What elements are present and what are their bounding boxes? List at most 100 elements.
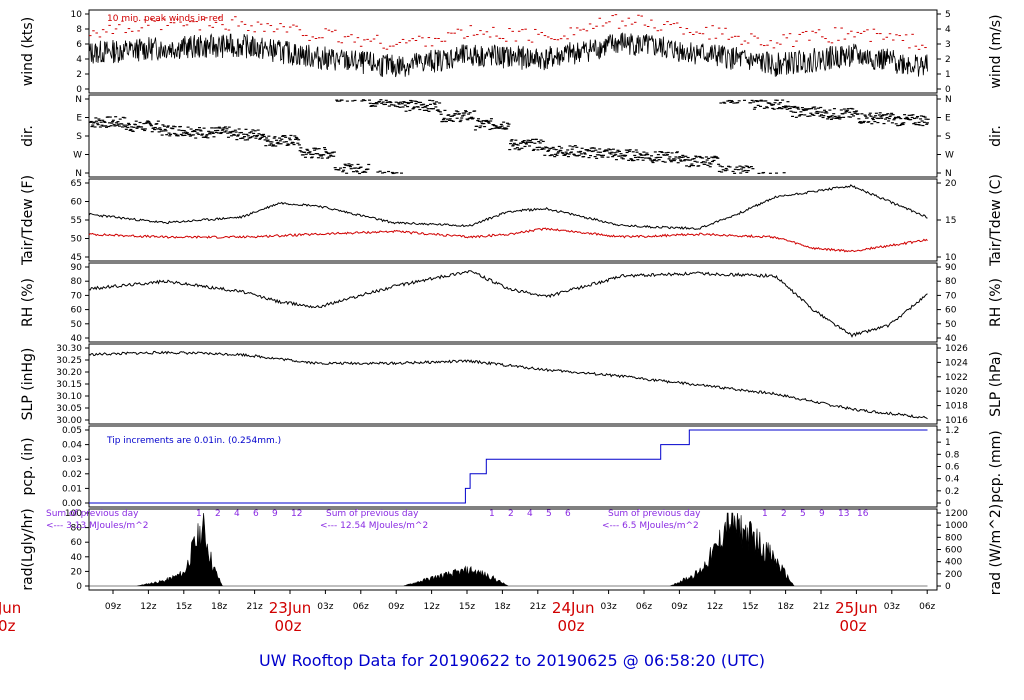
dir-point xyxy=(260,136,264,138)
dir-point xyxy=(265,137,269,139)
dir-point xyxy=(180,129,184,132)
dir-point xyxy=(797,115,801,117)
dir-point xyxy=(701,161,705,163)
dir-point xyxy=(736,169,740,171)
dir-point xyxy=(220,131,224,134)
dir-point xyxy=(892,119,896,121)
dir-point xyxy=(489,118,493,120)
dir-point xyxy=(416,106,420,108)
ytick-right-pcp: 0.8 xyxy=(945,450,960,460)
dir-point xyxy=(597,154,601,156)
dir-point xyxy=(867,121,871,123)
dir-point xyxy=(366,168,370,170)
dir-point xyxy=(785,108,789,110)
dir-point xyxy=(473,110,477,112)
dir-point xyxy=(845,109,849,111)
dir-point xyxy=(662,154,666,156)
dir-point xyxy=(883,114,887,116)
dir-point xyxy=(247,137,251,139)
dir-point xyxy=(717,170,721,173)
ytick-left-rh: 40 xyxy=(71,334,83,344)
dir-point xyxy=(803,108,807,110)
dir-point xyxy=(363,99,367,102)
dir-point xyxy=(127,122,131,124)
dir-point xyxy=(450,120,454,122)
dir-point xyxy=(859,122,863,124)
ytick-left-rh: 80 xyxy=(71,277,83,287)
dir-point xyxy=(333,167,337,169)
dir-point xyxy=(733,172,737,174)
dir-point xyxy=(296,142,300,144)
dir-point xyxy=(922,121,926,123)
dir-point xyxy=(764,100,768,102)
dir-point xyxy=(797,108,801,110)
dir-point xyxy=(579,153,583,155)
ytick-left-rh: 60 xyxy=(71,306,83,316)
dir-point xyxy=(204,136,208,138)
dir-point xyxy=(924,118,928,120)
dir-point xyxy=(185,132,189,135)
dir-point xyxy=(428,99,432,101)
dir-point xyxy=(218,127,222,129)
dir-point xyxy=(638,153,642,155)
dir-point xyxy=(369,105,373,107)
dir-point xyxy=(804,109,808,111)
dir-point xyxy=(451,115,455,117)
dir-point xyxy=(457,113,461,115)
dir-point xyxy=(583,153,587,155)
dir-point xyxy=(888,115,892,118)
dir-point xyxy=(304,153,308,155)
dir-point xyxy=(592,147,596,149)
dir-point xyxy=(841,113,845,115)
dir-point xyxy=(912,123,916,125)
dir-point xyxy=(328,152,332,154)
dir-point xyxy=(198,129,202,131)
dir-point xyxy=(134,120,138,122)
dir-point xyxy=(377,101,381,103)
dir-point xyxy=(752,108,756,110)
dir-point xyxy=(414,103,418,105)
dir-point xyxy=(900,123,904,126)
dir-point xyxy=(246,139,250,141)
dir-point xyxy=(323,147,327,149)
temperature-series xyxy=(88,227,928,253)
dir-point xyxy=(320,157,324,159)
dir-point xyxy=(274,139,278,141)
dir-point xyxy=(341,171,345,173)
dir-point xyxy=(344,164,348,166)
dir-point xyxy=(723,170,727,172)
dir-point xyxy=(256,129,260,131)
dir-point xyxy=(886,113,890,115)
dir-point xyxy=(214,130,218,132)
dir-point xyxy=(494,125,498,127)
ylabel-right-temperature: Tair/Tdew (C) xyxy=(988,174,1004,267)
ytick-left-temperature: 55 xyxy=(71,216,82,226)
dir-point xyxy=(101,119,105,121)
dir-point xyxy=(823,109,827,111)
dir-point xyxy=(740,166,744,168)
dir-point xyxy=(612,154,616,156)
dir-point xyxy=(432,108,436,110)
dir-point xyxy=(221,128,225,130)
dir-point xyxy=(301,154,305,156)
dir-point xyxy=(130,126,134,128)
xtick-date-sub: 00z xyxy=(0,617,16,635)
dir-point xyxy=(923,116,927,118)
dir-point xyxy=(254,137,258,139)
dir-point xyxy=(590,150,594,153)
dir-point xyxy=(158,127,162,129)
dir-point xyxy=(671,159,675,161)
dir-point xyxy=(889,114,893,116)
dir-point xyxy=(156,120,160,122)
dir-point xyxy=(742,167,746,169)
dir-point xyxy=(374,105,378,107)
dir-point xyxy=(172,125,176,127)
dir-point xyxy=(659,151,663,153)
dir-point xyxy=(570,148,574,150)
dir-point xyxy=(828,109,832,111)
dir-point xyxy=(765,106,769,108)
dir-point xyxy=(92,121,96,123)
dir-point xyxy=(634,156,638,159)
dir-point xyxy=(248,132,252,134)
dir-point xyxy=(877,114,881,116)
